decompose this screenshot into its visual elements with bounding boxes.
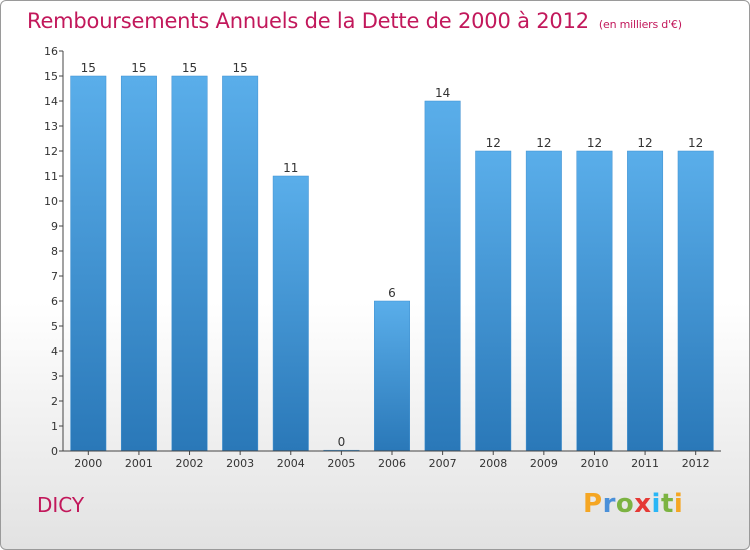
bar bbox=[424, 100, 461, 452]
x-tick-label: 2007 bbox=[429, 457, 457, 470]
bar bbox=[374, 300, 410, 452]
brand-letter: t bbox=[660, 489, 674, 519]
y-tick-label: 8 bbox=[51, 245, 58, 258]
bar-value-label: 0 bbox=[338, 435, 346, 449]
bar bbox=[475, 150, 512, 452]
x-tick-label: 2004 bbox=[277, 457, 305, 470]
y-tick-label: 10 bbox=[44, 195, 58, 208]
brand-letter: o bbox=[615, 489, 635, 519]
bar-value-label: 12 bbox=[486, 136, 501, 150]
bar bbox=[70, 75, 107, 452]
x-axis: 2000 2001 2002 2003 2004 2005 2006 2007 2008 2009… bbox=[63, 450, 721, 470]
x-tick-label: 2009 bbox=[530, 457, 558, 470]
x-tick-label: 2006 bbox=[378, 457, 406, 470]
chart-title: Remboursements Annuels de la Dette de 20… bbox=[27, 9, 682, 33]
y-tick-label: 3 bbox=[51, 370, 58, 383]
bar-value-label: 12 bbox=[688, 136, 703, 150]
y-tick-label: 7 bbox=[51, 270, 58, 283]
brand-letter: i bbox=[651, 489, 661, 519]
y-tick-label: 12 bbox=[44, 145, 58, 158]
brand-letter: i bbox=[673, 489, 684, 519]
y-tick-label: 2 bbox=[51, 395, 58, 408]
bar bbox=[677, 150, 714, 452]
bars: 15 15 15 15 11 0 6 14 12 12 12 12 12 bbox=[70, 61, 714, 452]
x-tick-label: 2010 bbox=[580, 457, 608, 470]
bar bbox=[627, 150, 664, 452]
bar-value-label: 11 bbox=[283, 161, 298, 175]
bar bbox=[222, 75, 259, 452]
y-tick-label: 6 bbox=[51, 295, 58, 308]
bar-value-label: 6 bbox=[388, 286, 396, 300]
y-tick-label: 5 bbox=[51, 320, 58, 333]
x-tick-label: 2008 bbox=[479, 457, 507, 470]
bar-value-label: 15 bbox=[233, 61, 248, 75]
x-tick-label: 2002 bbox=[176, 457, 204, 470]
bar-value-label: 12 bbox=[536, 136, 551, 150]
bar-value-label: 14 bbox=[435, 86, 450, 100]
bar bbox=[576, 150, 613, 452]
bar bbox=[272, 175, 309, 452]
brand-logo: Proxiti bbox=[583, 489, 683, 519]
y-tick-label: 16 bbox=[44, 45, 58, 58]
y-tick-label: 14 bbox=[44, 95, 58, 108]
x-tick-label: 2012 bbox=[682, 457, 710, 470]
chart-subtitle: (en milliers d'€) bbox=[598, 18, 682, 31]
bar-value-label: 12 bbox=[587, 136, 602, 150]
x-tick-label: 2003 bbox=[226, 457, 254, 470]
brand-letter: r bbox=[602, 489, 616, 519]
y-tick-label: 11 bbox=[44, 170, 58, 183]
y-tick-label: 0 bbox=[51, 445, 58, 458]
brand-letter: x bbox=[634, 489, 652, 519]
city-name: DICY bbox=[37, 493, 85, 517]
bar-value-label: 15 bbox=[81, 61, 96, 75]
bar-value-label: 15 bbox=[131, 61, 146, 75]
x-tick-label: 2011 bbox=[631, 457, 659, 470]
bar bbox=[525, 150, 562, 452]
x-tick-label: 2005 bbox=[327, 457, 355, 470]
chart-title-text: Remboursements Annuels de la Dette de 20… bbox=[27, 9, 589, 33]
y-tick-label: 9 bbox=[51, 220, 58, 233]
bar bbox=[171, 75, 208, 452]
brand-letter: P bbox=[583, 489, 603, 519]
x-tick-label: 2001 bbox=[125, 457, 153, 470]
bar-value-label: 15 bbox=[182, 61, 197, 75]
y-tick-label: 13 bbox=[44, 120, 58, 133]
y-tick-label: 15 bbox=[44, 70, 58, 83]
bar bbox=[120, 75, 157, 452]
y-tick-label: 4 bbox=[51, 345, 58, 358]
y-tick-label: 1 bbox=[51, 420, 58, 433]
x-tick-label: 2000 bbox=[74, 457, 102, 470]
bar-value-label: 12 bbox=[637, 136, 652, 150]
